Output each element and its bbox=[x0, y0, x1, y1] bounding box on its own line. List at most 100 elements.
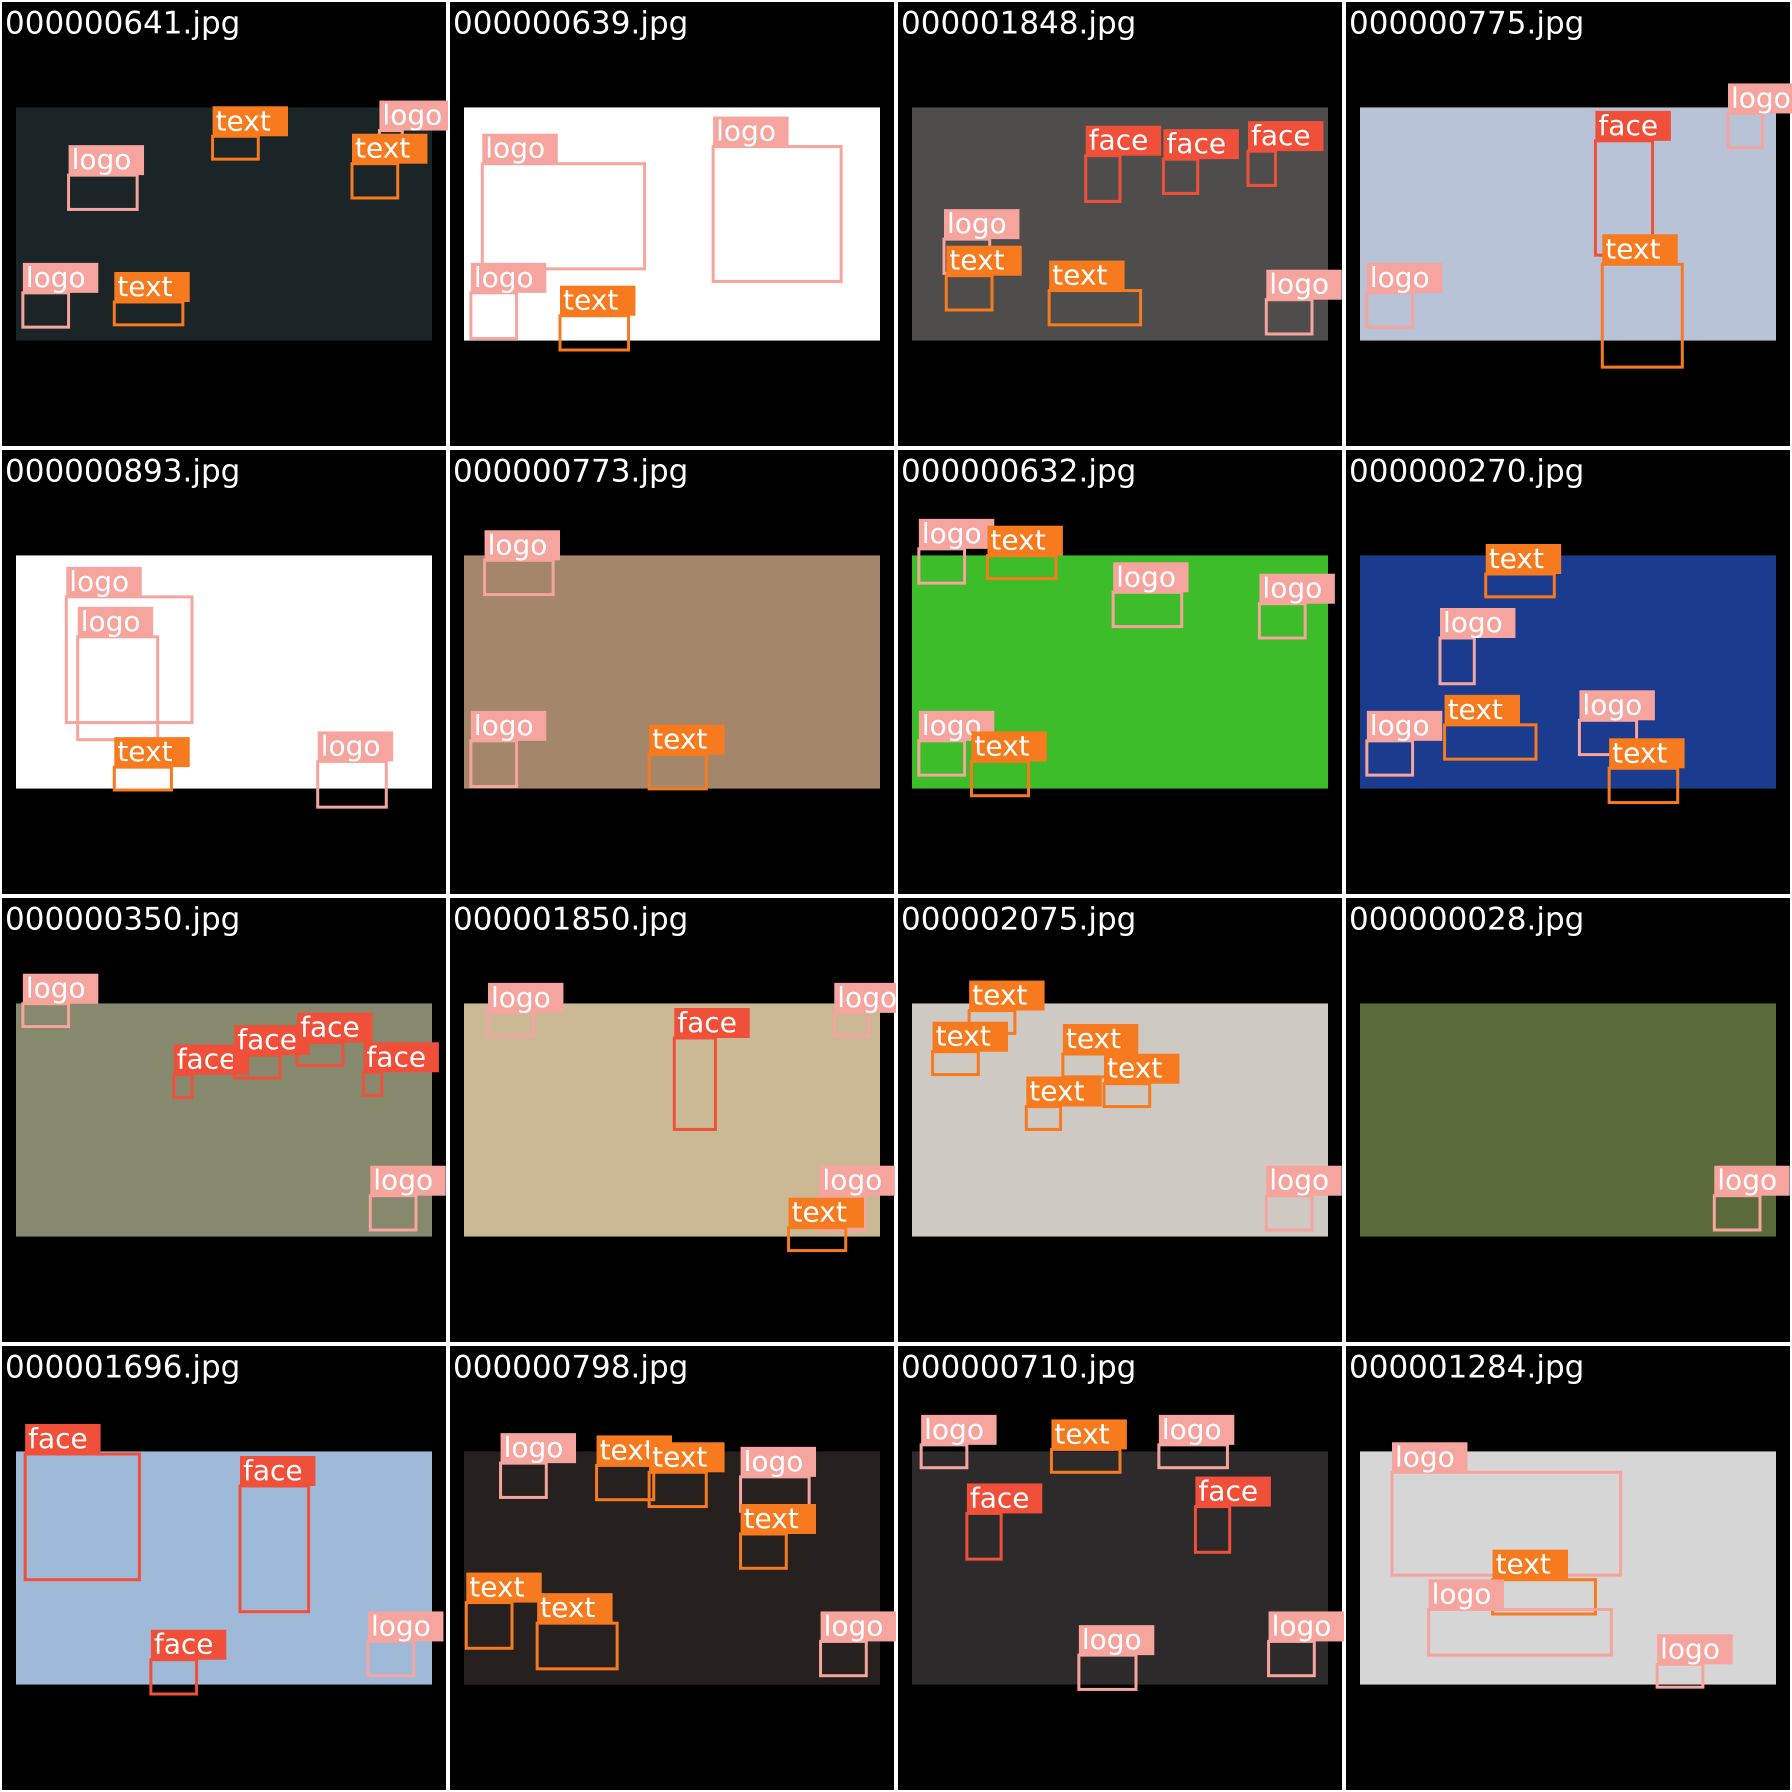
detection-box bbox=[64, 595, 194, 725]
label-tag bbox=[649, 1442, 725, 1473]
image bbox=[464, 1003, 880, 1237]
label-text: face bbox=[1089, 124, 1149, 157]
file-name: 000001850.jpg bbox=[453, 902, 688, 938]
label-text: text bbox=[744, 1502, 799, 1535]
label-text: text bbox=[600, 1433, 655, 1466]
label-tag bbox=[649, 724, 725, 755]
label-tag bbox=[921, 1414, 997, 1445]
label-text: text bbox=[1054, 1417, 1109, 1450]
label-tag bbox=[150, 1629, 227, 1660]
detection-box bbox=[1157, 1443, 1229, 1470]
file-name: 000000641.jpg bbox=[5, 6, 240, 42]
label-text: face bbox=[970, 1481, 1030, 1514]
tile: 000000775.jpg face logo logo text bbox=[1344, 0, 1792, 448]
label-tag bbox=[22, 973, 99, 1004]
label-text: face bbox=[177, 1043, 237, 1076]
image bbox=[1360, 1003, 1776, 1237]
label-text: text bbox=[1605, 232, 1660, 265]
label-text: text bbox=[652, 723, 707, 756]
detection-box bbox=[1049, 1447, 1122, 1474]
label-tag bbox=[114, 737, 190, 768]
label-text: text bbox=[355, 132, 410, 165]
label-text: logo bbox=[1660, 1632, 1720, 1665]
label-text: logo bbox=[1262, 572, 1322, 605]
label-text: text bbox=[117, 270, 172, 303]
label-tag bbox=[560, 285, 636, 316]
label-tag bbox=[1113, 562, 1189, 593]
label-tag bbox=[1062, 1024, 1139, 1054]
label-tag bbox=[740, 1446, 817, 1477]
label-tag bbox=[1657, 1634, 1733, 1665]
file-name: 000000632.jpg bbox=[901, 454, 1136, 490]
label-text: logo bbox=[26, 972, 86, 1005]
label-text: text bbox=[936, 1020, 991, 1053]
label-text: logo bbox=[922, 517, 982, 550]
file-name: 000000350.jpg bbox=[5, 902, 240, 938]
label-tag bbox=[212, 106, 289, 137]
label-tag bbox=[1485, 544, 1562, 574]
label-text: logo bbox=[1370, 709, 1430, 742]
label-tag bbox=[1195, 1476, 1271, 1507]
label-tag bbox=[740, 1504, 817, 1534]
label-tag bbox=[1609, 738, 1685, 769]
label-text: logo bbox=[81, 605, 141, 638]
tile: 000000893.jpg logo logo text logo bbox=[0, 448, 448, 896]
detection-box bbox=[368, 1194, 418, 1232]
label-tag bbox=[788, 1197, 865, 1228]
tile: 000000639.jpg logo logo text logo bbox=[448, 0, 896, 448]
label-text: text bbox=[652, 1440, 707, 1473]
label-tag bbox=[297, 1012, 373, 1043]
label-tag bbox=[482, 133, 558, 164]
label-text: face bbox=[1166, 127, 1226, 160]
label-text: face bbox=[1251, 119, 1311, 152]
label-text: logo bbox=[1272, 1609, 1332, 1642]
label-text: text bbox=[1496, 1548, 1551, 1581]
label-text: logo bbox=[822, 1164, 882, 1197]
label-tag bbox=[240, 1456, 316, 1486]
label-tag bbox=[1440, 608, 1516, 638]
label-tag bbox=[25, 1424, 101, 1454]
label-text: logo bbox=[321, 729, 381, 762]
label-text: logo bbox=[371, 1609, 431, 1642]
detection-box bbox=[1111, 590, 1184, 629]
label-text: text bbox=[1052, 259, 1107, 292]
file-name: 000002075.jpg bbox=[901, 902, 1136, 938]
detection-box bbox=[464, 1601, 514, 1650]
label-tag bbox=[944, 209, 1020, 240]
label-tag bbox=[1026, 1076, 1102, 1107]
label-text: logo bbox=[382, 99, 442, 132]
label-text: text bbox=[1489, 542, 1544, 575]
label-tag bbox=[22, 262, 99, 293]
detection-box bbox=[917, 739, 967, 777]
label-tag bbox=[1728, 83, 1792, 114]
label-text: logo bbox=[824, 1609, 884, 1642]
label-tag bbox=[966, 1483, 1043, 1514]
label-tag bbox=[352, 133, 428, 164]
label-tag bbox=[537, 1593, 613, 1624]
label-tag bbox=[971, 731, 1047, 762]
detection-box bbox=[366, 1639, 416, 1678]
label-text: face bbox=[243, 1454, 303, 1487]
label-text: text bbox=[990, 524, 1045, 557]
label-tag bbox=[918, 518, 995, 549]
label-text: text bbox=[1029, 1075, 1084, 1108]
label-text: face bbox=[366, 1040, 426, 1073]
label-text: logo bbox=[1082, 1623, 1142, 1656]
label-text: text bbox=[469, 1571, 524, 1604]
label-tag bbox=[1266, 1165, 1342, 1196]
label-text: face bbox=[300, 1011, 360, 1044]
detection-box bbox=[149, 1658, 199, 1696]
label-tag bbox=[713, 116, 789, 147]
label-tag bbox=[946, 245, 1022, 276]
tile: 000000270.jpg text logo logo text logo text bbox=[1344, 448, 1792, 896]
file-name: 000000775.jpg bbox=[1349, 6, 1584, 42]
label-text: logo bbox=[26, 261, 86, 294]
label-text: logo bbox=[1370, 261, 1430, 294]
label-tag bbox=[470, 710, 547, 741]
detection-box bbox=[819, 1639, 868, 1678]
label-text: logo bbox=[1269, 1164, 1329, 1197]
label-text: text bbox=[1066, 1022, 1121, 1055]
label-tag bbox=[1268, 1611, 1345, 1642]
detection-box bbox=[1443, 723, 1538, 761]
